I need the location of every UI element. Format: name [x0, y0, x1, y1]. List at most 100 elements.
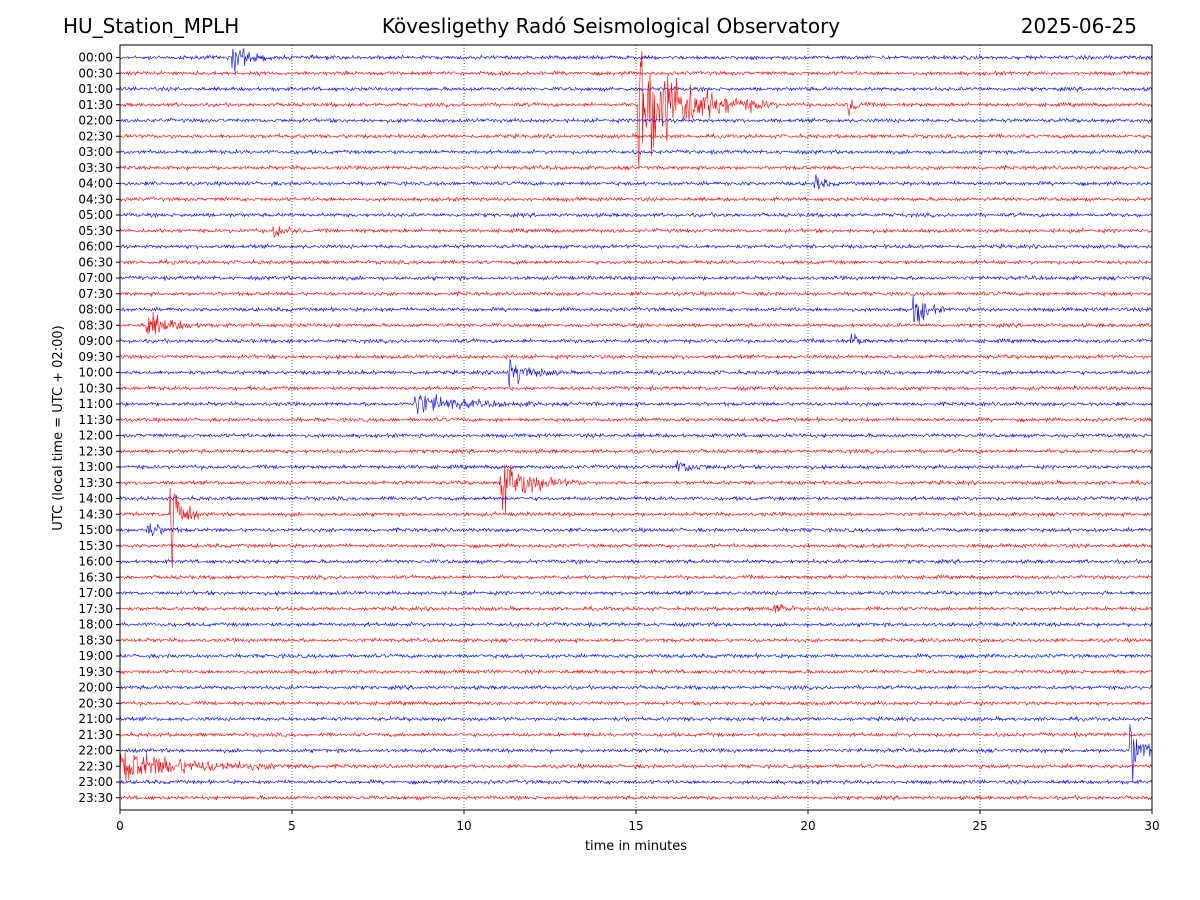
y-tick-label: 10:00 — [78, 366, 113, 380]
y-tick-label: 18:30 — [78, 633, 113, 647]
trace-0630 — [119, 258, 1153, 266]
trace-1630 — [119, 574, 1153, 581]
trace-2100 — [119, 715, 1153, 723]
y-tick-label: 08:00 — [78, 303, 113, 317]
y-tick-label: 12:30 — [78, 444, 113, 458]
y-tick-label: 22:00 — [78, 744, 113, 758]
trace-2300 — [119, 778, 1153, 786]
trace-1130 — [119, 416, 1153, 424]
y-tick-label: 15:30 — [78, 539, 113, 553]
trace-2030 — [119, 699, 1153, 707]
trace-0530 — [119, 225, 1153, 238]
y-tick-label: 06:30 — [78, 255, 113, 269]
trace-1030 — [119, 384, 1153, 392]
trace-0730 — [119, 290, 1153, 298]
y-tick-label: 13:30 — [78, 476, 113, 490]
y-tick-label: 20:30 — [78, 696, 113, 710]
y-tick-label: 14:30 — [78, 507, 113, 521]
y-tick-label: 11:00 — [78, 397, 113, 411]
y-tick-label: 09:00 — [78, 334, 113, 348]
y-tick-label: 09:30 — [78, 350, 113, 364]
chart-date: 2025-06-25 — [1020, 14, 1137, 38]
trace-1800 — [119, 621, 1153, 629]
seismic-traces — [119, 47, 1153, 802]
grid-lines — [291, 45, 981, 810]
trace-1000 — [119, 358, 1153, 388]
y-tick-label: 14:00 — [78, 492, 113, 506]
trace-0000 — [119, 47, 1153, 73]
y-tick-label: 05:00 — [78, 208, 113, 222]
y-tick-label: 21:00 — [78, 712, 113, 726]
y-tick-label: 12:00 — [78, 429, 113, 443]
trace-0400 — [119, 174, 1153, 190]
trace-0230 — [119, 132, 1153, 140]
y-axis-label: UTC (local time = UTC + 02:00) — [51, 325, 66, 530]
y-tick-label: 00:30 — [78, 66, 113, 80]
y-tick-label: 01:00 — [78, 82, 113, 96]
trace-1400 — [119, 494, 1153, 503]
y-tick-label: 03:30 — [78, 161, 113, 175]
y-tick-label: 18:00 — [78, 618, 113, 632]
trace-1430 — [119, 487, 1153, 568]
trace-0030 — [119, 70, 1153, 77]
trace-2130 — [119, 731, 1153, 739]
trace-1230 — [119, 447, 1153, 455]
trace-1200 — [119, 432, 1153, 440]
trace-0200 — [119, 117, 1153, 124]
x-tick-label: 5 — [288, 819, 296, 833]
y-tick-label: 08:30 — [78, 318, 113, 332]
trace-0600 — [119, 242, 1153, 250]
trace-2330 — [119, 794, 1153, 802]
y-tick-label: 19:00 — [78, 649, 113, 663]
trace-0900 — [119, 333, 1153, 345]
x-tick-label: 15 — [628, 819, 643, 833]
y-tick-label: 02:30 — [78, 129, 113, 143]
y-tick-label: 11:30 — [78, 413, 113, 427]
trace-2000 — [119, 684, 1153, 691]
trace-0430 — [119, 196, 1153, 203]
trace-2230 — [119, 752, 1153, 786]
trace-1900 — [119, 652, 1153, 660]
trace-1500 — [119, 523, 1153, 537]
trace-0100 — [119, 85, 1153, 93]
trace-1700 — [119, 589, 1153, 597]
trace-0930 — [119, 353, 1153, 361]
x-tick-label: 10 — [456, 819, 471, 833]
trace-2200 — [119, 724, 1153, 783]
trace-1530 — [119, 542, 1153, 550]
y-tick-label: 03:00 — [78, 145, 113, 159]
y-tick-label: 05:30 — [78, 224, 113, 238]
y-tick-label: 13:00 — [78, 460, 113, 474]
y-tick-label: 17:00 — [78, 586, 113, 600]
x-tick-label: 30 — [1144, 819, 1159, 833]
y-tick-label: 06:00 — [78, 240, 113, 254]
y-tick-label: 10:30 — [78, 381, 113, 395]
y-tick-label: 23:00 — [78, 775, 113, 789]
y-tick-label: 02:00 — [78, 114, 113, 128]
y-tick-label: 17:30 — [78, 602, 113, 616]
trace-1830 — [119, 636, 1153, 644]
y-tick-label: 21:30 — [78, 728, 113, 742]
trace-0500 — [119, 211, 1153, 219]
y-tick-label: 22:30 — [78, 759, 113, 773]
x-tick-label: 0 — [116, 819, 124, 833]
x-tick-label: 20 — [800, 819, 815, 833]
trace-1330 — [119, 464, 1153, 515]
y-tick-label: 04:00 — [78, 177, 113, 191]
y-tick-label: 04:30 — [78, 192, 113, 206]
trace-1100 — [119, 393, 1153, 415]
trace-1730 — [119, 603, 1153, 614]
x-axis-label: time in minutes — [585, 839, 687, 854]
station-name: HU_Station_MPLH — [63, 14, 240, 38]
y-tick-label: 07:30 — [78, 287, 113, 301]
y-tick-label: 16:00 — [78, 555, 113, 569]
trace-0700 — [119, 274, 1153, 282]
y-tick-label: 01:30 — [78, 98, 113, 112]
trace-0830 — [119, 311, 1153, 335]
y-tick-label: 20:00 — [78, 681, 113, 695]
y-tick-label: 16:30 — [78, 570, 113, 584]
trace-0130 — [119, 50, 1153, 169]
y-tick-label: 19:30 — [78, 665, 113, 679]
trace-1930 — [119, 668, 1153, 676]
